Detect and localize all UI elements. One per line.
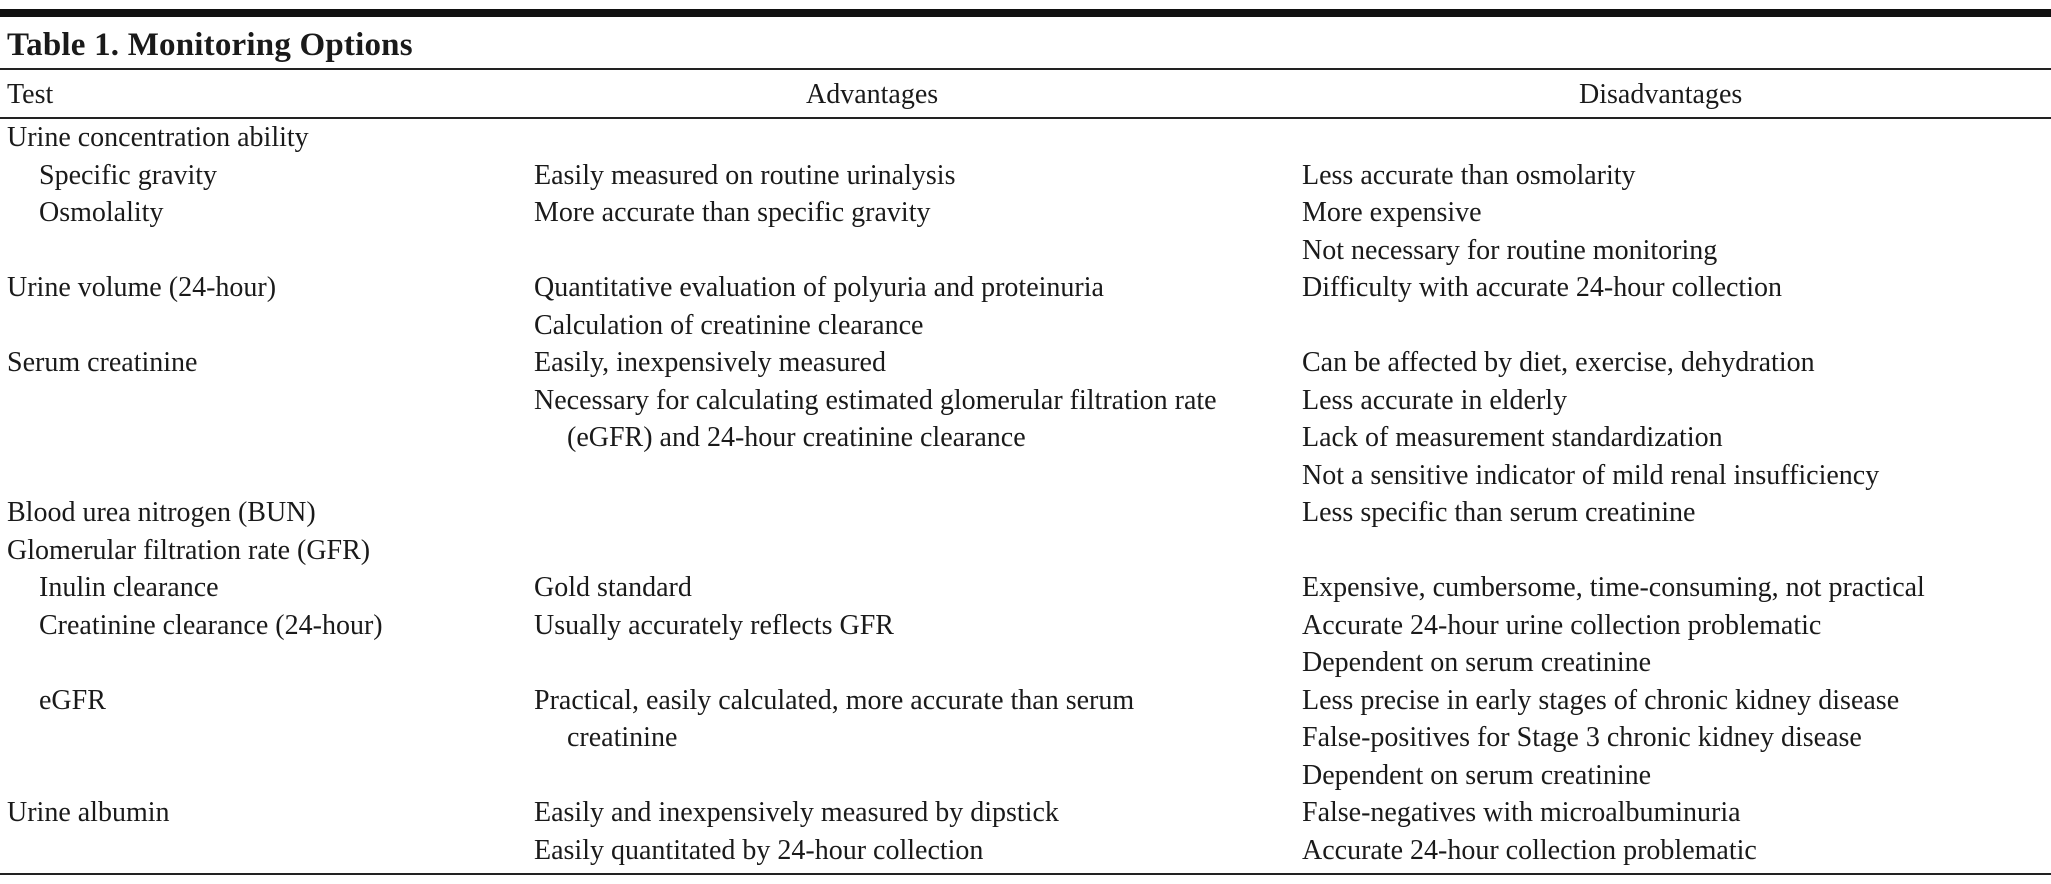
table-row: Inulin clearance Gold standard Expensive, … [0, 569, 2051, 607]
test-cell: Glomerular filtration rate (GFR) [7, 534, 371, 566]
advantages-cell: Easily and inexpensively measured by dip… [534, 794, 1302, 869]
disadvantage-item: Dependent on serum creatinine [1302, 759, 1652, 791]
advantages-cell: Easily, inexpensively measured Necessary … [534, 344, 1302, 494]
test-cell: Specific gravity [39, 159, 218, 191]
disadvantage-item: Accurate 24-hour collection problematic [1302, 834, 1757, 866]
disadvantage-item: False-negatives with microalbuminuria [1302, 797, 1741, 828]
advantage-item: Gold standard [534, 572, 692, 603]
disadvantage-item: Lack of measurement standardization [1302, 422, 1723, 453]
disadvantages-cell: Less specific than serum creatinine [1302, 494, 2051, 532]
advantages-cell: More accurate than specific gravity [534, 194, 1302, 269]
disadvantage-item: Not a sensitive indicator of mild renal … [1302, 459, 1880, 491]
advantage-item: Easily measured on routine urinalysis [534, 159, 956, 191]
advantage-item: Calculation of creatinine clearance [534, 309, 924, 341]
disadvantage-item: Less specific than serum creatinine [1302, 497, 1696, 528]
disadvantage-item: Can be affected by diet, exercise, dehyd… [1302, 347, 1815, 378]
column-header: Disadvantages [1579, 78, 1743, 110]
advantages-cell [534, 532, 1302, 570]
table-row: Osmolality More accurate than specific gr… [0, 194, 2051, 269]
table-row: Specific gravity Easily measured on routi… [0, 157, 2051, 195]
test-cell: Osmolality [39, 197, 164, 228]
advantage-item: Necessary for calculating estimated glom… [534, 384, 1217, 454]
advantage-item: Quantitative evaluation of polyuria and … [534, 272, 1104, 303]
table-row: Urine albumin Easily and inexpensively me… [0, 794, 2051, 869]
disadvantage-item: Less precise in early stages of chronic … [1302, 684, 1900, 716]
disadvantage-item: Less accurate in elderly [1302, 384, 1568, 416]
disadvantages-cell: Difficulty with accurate 24-hour collect… [1302, 269, 2051, 344]
advantages-cell: Practical, easily calculated, more accur… [534, 682, 1302, 795]
column-header: Advantages [806, 78, 939, 110]
test-cell: eGFR [39, 684, 106, 716]
advantages-cell: Quantitative evaluation of polyuria and … [534, 269, 1302, 344]
disadvantage-item: Difficulty with accurate 24-hour collect… [1302, 272, 1782, 303]
advantage-item: Easily quantitated by 24-hour collection [534, 834, 984, 866]
column-header: Test [7, 78, 54, 110]
rule [0, 68, 2051, 70]
advantage-item: Usually accurately reflects GFR [534, 609, 894, 641]
disadvantages-cell: Expensive, cumbersome, time-consuming, n… [1302, 569, 2051, 607]
disadvantage-item: Accurate 24-hour urine collection proble… [1302, 609, 1822, 641]
table: Test Advantages Disadvantages Urine conc… [0, 72, 2051, 869]
disadvantages-cell: Accurate 24-hour urine collection proble… [1302, 607, 2051, 682]
advantage-item: Easily and inexpensively measured by dip… [534, 797, 1059, 828]
advantage-item: Easily, inexpensively measured [534, 347, 886, 378]
disadvantage-item: Expensive, cumbersome, time-consuming, n… [1302, 572, 1925, 603]
rule [0, 117, 2051, 119]
advantages-cell: Usually accurately reflects GFR [534, 607, 1302, 682]
disadvantage-item: False-positives for Stage 3 chronic kidn… [1302, 722, 1862, 753]
test-cell: Urine albumin [7, 797, 170, 828]
table-row: Urine volume (24-hour) Quantitative evalu… [0, 269, 2051, 344]
advantages-cell: Easily measured on routine urinalysis [534, 157, 1302, 195]
rule [0, 873, 2051, 875]
disadvantages-cell: More expensive Not necessary for routine … [1302, 194, 2051, 269]
table-row: Creatinine clearance (24-hour) Usually ac… [0, 607, 2051, 682]
top-bar [0, 9, 2051, 17]
table-title: Table 1. Monitoring Options [7, 27, 413, 63]
test-cell: Creatinine clearance (24-hour) [39, 609, 383, 641]
disadvantage-item: Dependent on serum creatinine [1302, 647, 1652, 678]
disadvantage-item: Less accurate than osmolarity [1302, 159, 1636, 191]
table-body: Urine concentration ability Specific grav… [0, 117, 2051, 869]
disadvantage-item: Not necessary for routine monitoring [1302, 234, 1718, 266]
disadvantages-cell: Can be affected by diet, exercise, dehyd… [1302, 344, 2051, 494]
table-row: Urine concentration ability [0, 119, 2051, 157]
disadvantages-cell [1302, 119, 2051, 157]
disadvantages-cell [1302, 532, 2051, 570]
advantage-item: More accurate than specific gravity [534, 197, 931, 228]
test-cell: Blood urea nitrogen (BUN) [7, 497, 316, 528]
table-row: Serum creatinine Easily, inexpensively me… [0, 344, 2051, 494]
test-cell: Serum creatinine [7, 347, 198, 378]
advantage-item: Practical, easily calculated, more accur… [534, 684, 1135, 754]
test-cell: Urine volume (24-hour) [7, 272, 277, 303]
disadvantages-cell: Less accurate than osmolarity [1302, 157, 2051, 195]
test-cell: Urine concentration ability [7, 122, 309, 153]
test-cell: Inulin clearance [39, 572, 219, 603]
disadvantage-item: More expensive [1302, 197, 1482, 228]
disadvantages-cell: False-negatives with microalbuminuria Acc… [1302, 794, 2051, 869]
table-row: Glomerular filtration rate (GFR) [0, 532, 2051, 570]
table-row: Blood urea nitrogen (BUN) Less specific t… [0, 494, 2051, 532]
disadvantages-cell: Less precise in early stages of chronic … [1302, 682, 2051, 795]
table-row: eGFR Practical, easily calculated, more a… [0, 682, 2051, 795]
header-row: Test Advantages Disadvantages [0, 72, 2051, 117]
advantages-cell [534, 494, 1302, 532]
advantages-cell: Gold standard [534, 569, 1302, 607]
advantages-cell [534, 119, 1302, 157]
